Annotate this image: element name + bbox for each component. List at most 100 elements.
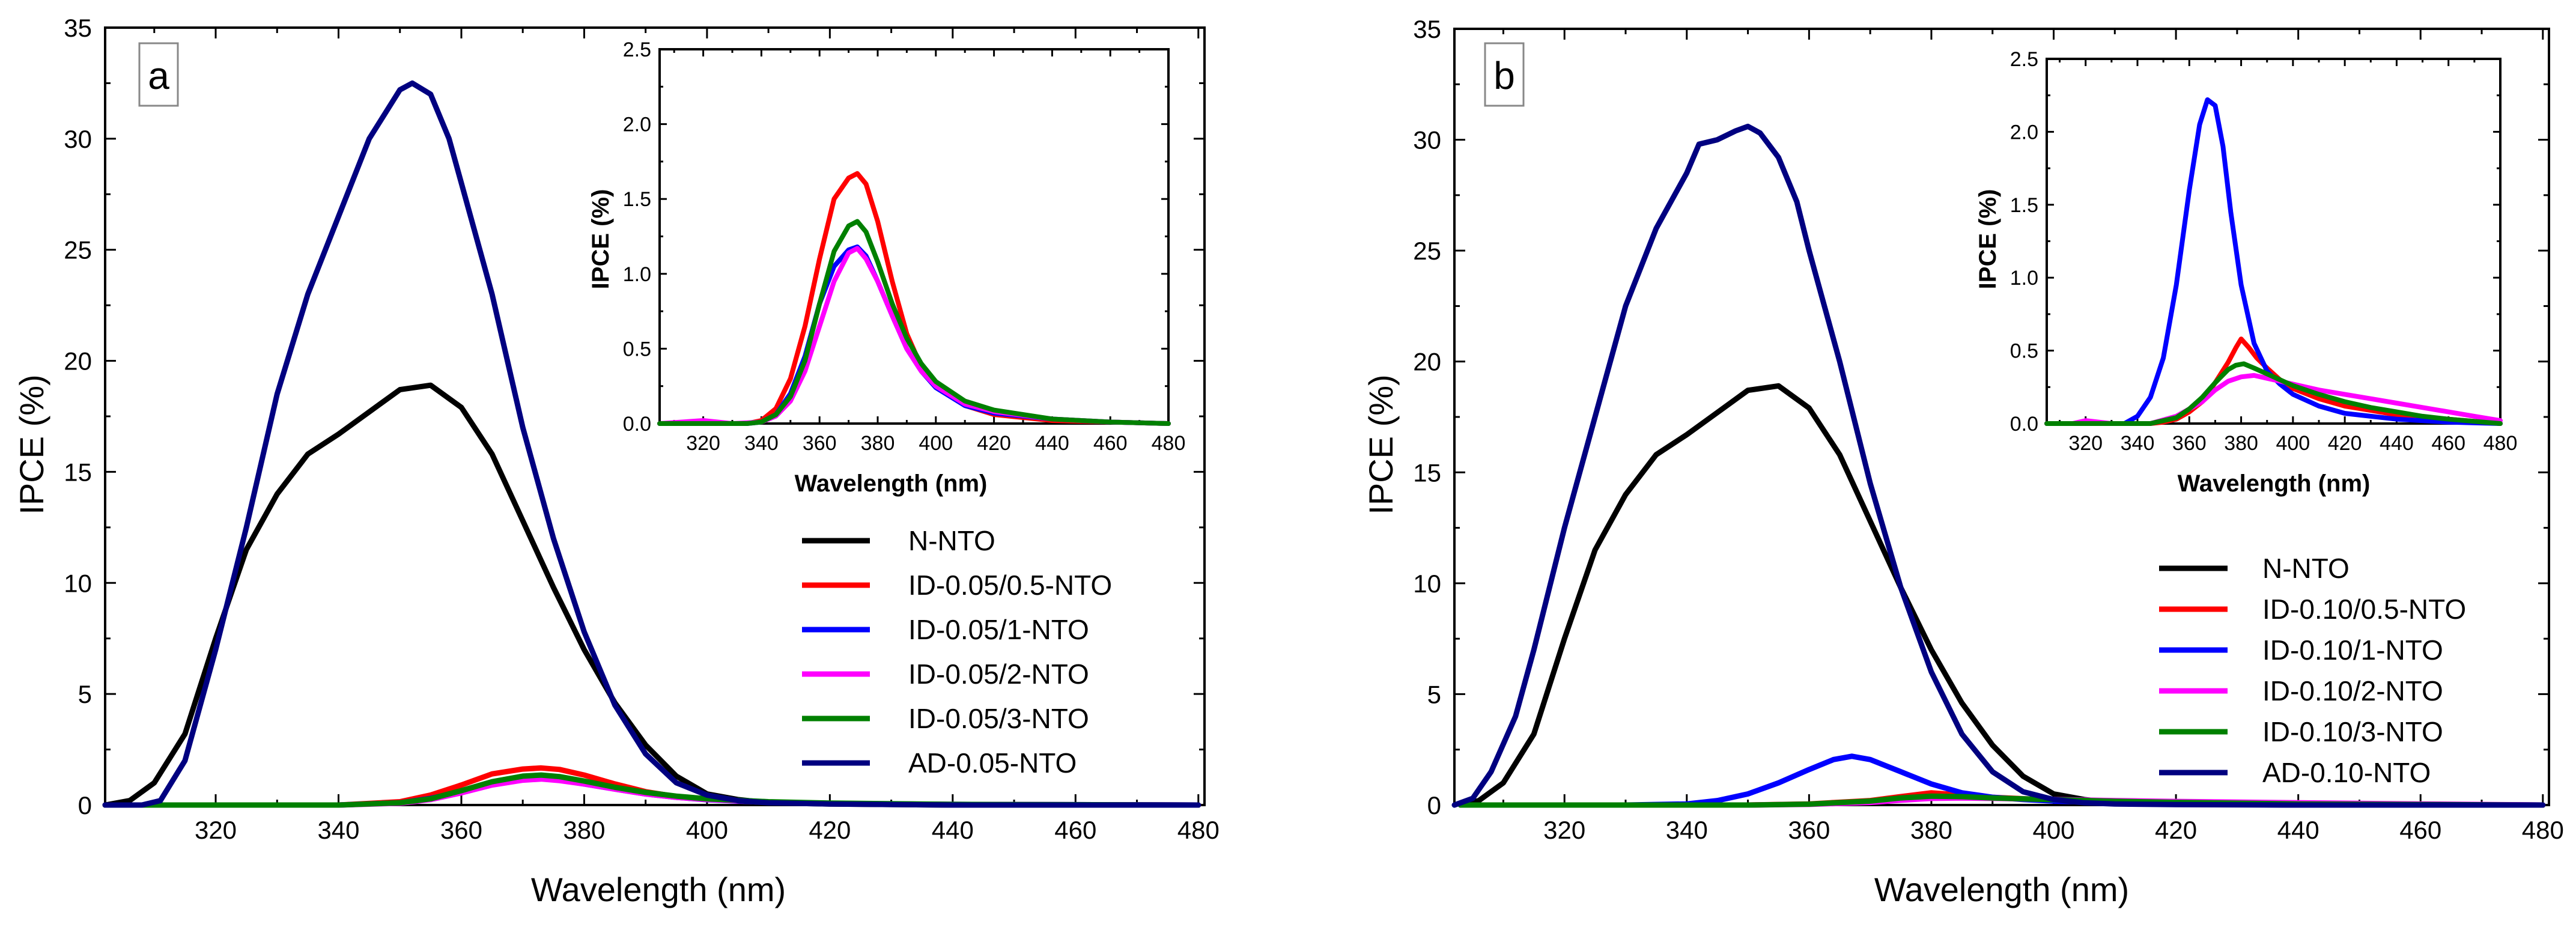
inset-y-tick-label: 0.5 [623,338,651,360]
y-tick-label: 5 [1427,680,1441,708]
panel-a: 320 340 360 380 400 420 440 460 480 0 5 10 15 20 25 30 3… [13,14,1220,908]
legend-label: AD-0.05-NTO [908,747,1077,779]
x-axis-label: Wavelength (nm) [1874,871,2129,908]
panel-label: a [148,54,169,97]
y-tick-label: 25 [1413,237,1441,265]
x-tick-label: 340 [317,816,359,844]
y-tick-label: 35 [1413,15,1441,43]
inset-x-tick-label: 440 [2380,432,2414,455]
x-tick-label: 420 [809,816,851,844]
inset-y-tick-label: 2.5 [623,38,651,61]
x-tick-label: 480 [2522,816,2564,844]
inset-y-tick-label: 0.5 [2010,340,2038,363]
legend-label: ID-0.05/1-NTO [908,614,1089,645]
inset-y-tick-label: 0.0 [2010,413,2038,436]
main-plot: 320 340 360 380 400 420 440 460 480 0 5 10 15 20 25 30 3… [64,14,1220,844]
y-tick-label: 10 [64,569,92,597]
legend-label: ID-0.10/3-NTO [2262,716,2443,747]
inset-x-tick-label: 340 [744,432,779,455]
inset-x-tick-label: 480 [1152,432,1186,455]
inset-background [2047,59,2500,424]
legend-label: ID-0.05/3-NTO [908,703,1089,734]
legend: N-NTO ID-0.05/0.5-NTO ID-0.05/1-NTO ID-0… [802,525,1112,779]
legend-label: ID-0.10/0.5-NTO [2262,594,2466,625]
x-tick-label: 440 [2277,816,2319,844]
legend-label: ID-0.05/0.5-NTO [908,570,1112,601]
inset-x-tick-label: 480 [2483,432,2518,455]
x-tick-label: 360 [1788,816,1830,844]
x-tick-label: 420 [2155,816,2197,844]
inset-y-tick-label: 1.0 [2010,267,2038,290]
inset-x-tick-label: 360 [803,432,837,455]
inset-series-line-ID-0.10/1-NTO [2044,97,2503,426]
y-tick-label: 30 [64,125,92,153]
y-tick-label: 0 [1427,791,1441,819]
main-plot: 320 340 360 380 400 420 440 460 480 0 5 10 15 20 25 30 3… [1413,15,2564,844]
x-tick-label: 460 [1054,816,1096,844]
y-tick-label: 15 [1413,458,1441,487]
x-tick-label: 360 [440,816,482,844]
inset-x-axis-label: Wavelength (nm) [795,470,988,497]
inset-y-tick-label: 1.5 [623,188,651,211]
y-tick-label: 30 [1413,126,1441,154]
inset-x-tick-label: 420 [2328,432,2362,455]
inset-x-tick-label: 460 [2431,432,2465,455]
panel-label-box [138,42,179,107]
inset-x-axis-label: Wavelength (nm) [2178,470,2371,497]
inset-y-tick-label: 1.0 [623,263,651,286]
legend-label: AD-0.10-NTO [2262,757,2431,788]
inset-plot: 320 340 360 380 400 420 440 460 480 0.0 0.5 1.0 1.5 2… [2010,48,2518,455]
legend-label: ID-0.10/2-NTO [2262,675,2443,707]
inset-x-tick-label: 420 [977,432,1011,455]
y-tick-label: 25 [64,236,92,264]
inset-x-tick-label: 400 [2276,432,2310,455]
inset-x-tick-label: 320 [686,432,720,455]
inset-y-tick-label: 0.0 [623,413,651,436]
inset-x-tick-label: 400 [919,432,953,455]
legend-label: ID-0.10/1-NTO [2262,634,2443,666]
y-tick-label: 15 [64,458,92,486]
inset-y-axis-label: IPCE (%) [588,189,614,290]
inset-y-tick-label: 2.0 [2010,121,2038,144]
y-tick-label: 20 [64,347,92,375]
y-tick-label: 35 [64,14,92,42]
legend: N-NTO ID-0.10/0.5-NTO ID-0.10/1-NTO ID-0… [2159,553,2466,788]
x-tick-label: 380 [563,816,605,844]
inset-plot: 320 340 360 380 400 420 440 460 480 0.0 0.5 1.0 1.5 2… [623,38,1186,455]
inset-x-tick-label: 460 [1093,432,1128,455]
panel-b: 320 340 360 380 400 420 440 460 480 0 5 10 15 20 25 30 3… [1362,15,2564,908]
x-tick-label: 320 [195,816,237,844]
x-tick-label: 320 [1543,816,1585,844]
inset-background [660,49,1168,424]
x-tick-label: 480 [1177,816,1220,844]
x-axis-label: Wavelength (nm) [531,871,786,908]
inset-y-tick-label: 2.5 [2010,48,2038,71]
legend-label: ID-0.05/2-NTO [908,658,1089,690]
inset-x-tick-label: 360 [2172,432,2207,455]
inset-x-tick-label: 340 [2121,432,2155,455]
inset-series-line-ID-0.05/3-NTO [657,219,1171,426]
x-tick-label: 460 [2399,816,2441,844]
inset-x-tick-label: 380 [2224,432,2258,455]
y-axis-label: IPCE (%) [1362,374,1400,514]
inset-y-tick-label: 2.0 [623,114,651,136]
inset-series-line-ID-0.10/3-NTO [2044,361,2503,426]
y-tick-label: 0 [78,791,92,819]
series-line-AD-0.10-NTO [1451,123,2546,808]
inset-x-tick-label: 380 [861,432,895,455]
y-axis-label: IPCE (%) [13,374,50,514]
x-tick-label: 400 [686,816,728,844]
inset-x-tick-label: 440 [1035,432,1069,455]
y-tick-label: 20 [1413,348,1441,376]
legend-label: N-NTO [2262,553,2350,584]
inset-x-tick-label: 320 [2068,432,2103,455]
inset-y-tick-label: 1.5 [2010,194,2038,217]
x-tick-label: 380 [1910,816,1952,844]
legend-label: N-NTO [908,525,995,556]
y-tick-label: 5 [78,680,92,708]
panel-label: b [1493,54,1515,97]
x-tick-label: 400 [2032,816,2074,844]
x-tick-label: 340 [1666,816,1708,844]
series-line-AD-0.05-NTO [102,80,1201,808]
